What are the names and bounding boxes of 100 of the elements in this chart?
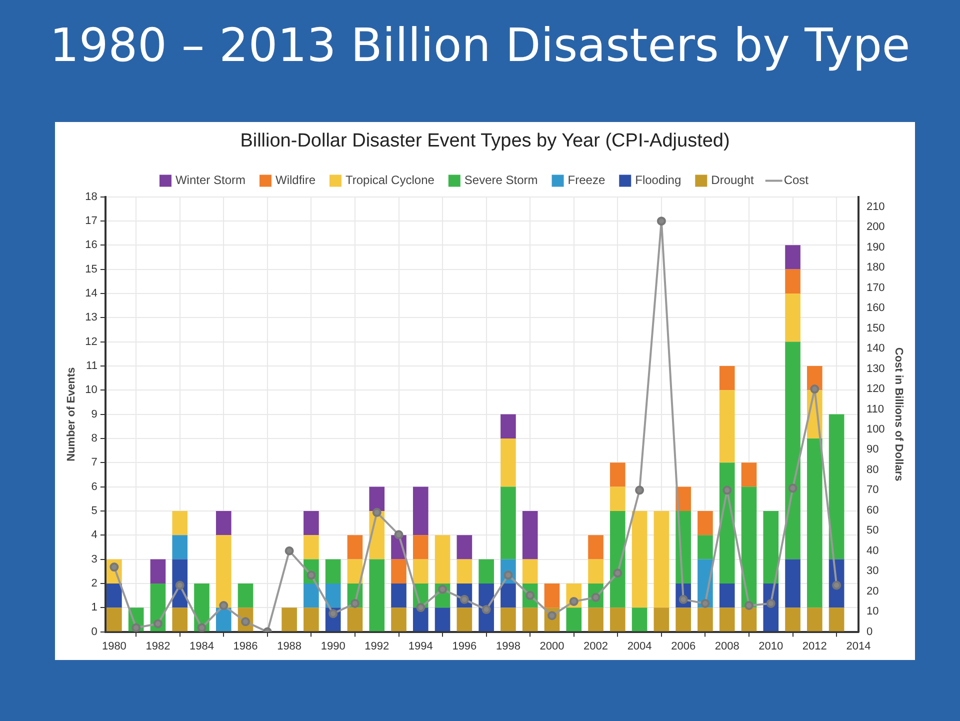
bar	[719, 583, 735, 608]
point	[635, 486, 644, 495]
bar	[741, 608, 757, 632]
y-tick-label: 9	[91, 408, 98, 420]
bar	[412, 486, 428, 536]
bar	[610, 510, 626, 608]
bar	[654, 510, 670, 608]
point	[810, 384, 820, 394]
x-tick-label: 2012	[802, 640, 827, 652]
y-tick-label: 14	[85, 288, 98, 300]
y2-tick-label: 190	[866, 241, 885, 254]
bar	[412, 535, 428, 560]
bar	[698, 510, 713, 536]
bar	[785, 559, 800, 608]
y2-tick-label: 40	[866, 544, 879, 557]
point	[372, 508, 382, 517]
bar	[785, 245, 800, 270]
x-tick-label: 1986	[233, 640, 258, 652]
bar	[610, 608, 626, 632]
bar	[828, 414, 844, 560]
x-tick-label: 2010	[758, 640, 784, 652]
bar	[456, 535, 472, 560]
point	[744, 600, 754, 610]
point	[416, 603, 426, 612]
bar	[347, 608, 363, 632]
bar	[216, 535, 232, 608]
bar	[304, 583, 319, 608]
bar	[304, 535, 319, 560]
bar	[785, 293, 800, 342]
y-tick-label: 17	[85, 215, 98, 227]
bar	[172, 535, 188, 560]
bar	[456, 559, 472, 584]
bar	[325, 583, 341, 608]
x-tick-label: 1982	[146, 640, 170, 652]
legend-label: Freeze	[568, 173, 606, 188]
chart-subtitle: Billion-Dollar Disaster Event Types by Year (CPI-Adjusted)	[240, 130, 730, 152]
bar	[610, 462, 626, 487]
bar	[654, 608, 670, 632]
y-tick-label: 12	[85, 336, 98, 348]
bar	[632, 608, 648, 632]
bar	[238, 583, 254, 608]
x-tick-label: 1984	[190, 640, 214, 652]
y2-tick-label: 110	[866, 403, 884, 416]
bar	[500, 583, 516, 608]
y-tick-label: 16	[85, 239, 98, 252]
x-tick-label: 1994	[408, 640, 433, 652]
y-tick-label: 11	[86, 360, 98, 372]
legend-label: Wildfire	[275, 173, 316, 188]
y-axis-title: Number of Events	[66, 367, 78, 462]
point	[350, 598, 360, 608]
y-tick-label: 15	[85, 263, 98, 276]
point	[197, 623, 206, 632]
bar	[412, 608, 428, 632]
bar	[719, 366, 735, 390]
y2-tick-label: 60	[866, 504, 879, 516]
legend-label: Winter Storm	[175, 173, 246, 188]
bar	[610, 486, 626, 511]
bar	[741, 462, 757, 487]
bar	[304, 608, 319, 632]
point	[656, 216, 666, 226]
point	[700, 598, 710, 608]
x-tick-label: 2002	[584, 640, 608, 652]
bar	[588, 608, 604, 632]
y-tick-label: 3	[91, 553, 98, 566]
point	[219, 600, 228, 610]
y2-tick-label: 200	[866, 221, 885, 234]
bar	[106, 583, 122, 608]
y2-tick-label: 10	[866, 606, 879, 618]
bar	[741, 486, 757, 608]
bar	[456, 608, 472, 632]
point	[284, 546, 294, 556]
bar	[522, 559, 538, 584]
bar	[588, 535, 604, 560]
legend-label: Flooding	[635, 173, 682, 188]
bar	[172, 608, 188, 632]
legend-label: Cost	[784, 173, 810, 188]
point	[394, 530, 404, 540]
y2-tick-label: 150	[866, 322, 885, 334]
bar	[632, 510, 648, 608]
bar	[369, 559, 385, 632]
y-tick-label: 2	[91, 578, 98, 590]
bar	[522, 608, 538, 632]
point	[482, 605, 491, 614]
y2-tick-label: 140	[866, 342, 885, 355]
point	[175, 580, 184, 590]
y2-tick-label: 170	[866, 282, 885, 294]
bar	[391, 608, 406, 632]
bar	[391, 559, 406, 584]
y2-tick-label: 210	[866, 200, 885, 213]
bar	[785, 342, 800, 560]
legend-label: Tropical Cyclone	[345, 173, 435, 188]
x-tick-label: 1998	[496, 640, 520, 652]
chart-title: 1980 – 2013 Billion Disasters by Type	[48, 18, 912, 72]
y-tick-label: 6	[91, 480, 98, 493]
point	[832, 580, 842, 590]
y-tick-label: 0	[91, 626, 98, 638]
bar	[500, 438, 516, 487]
bar	[478, 559, 494, 584]
y2-tick-label: 90	[866, 444, 879, 456]
legend-label: Drought	[711, 173, 755, 188]
